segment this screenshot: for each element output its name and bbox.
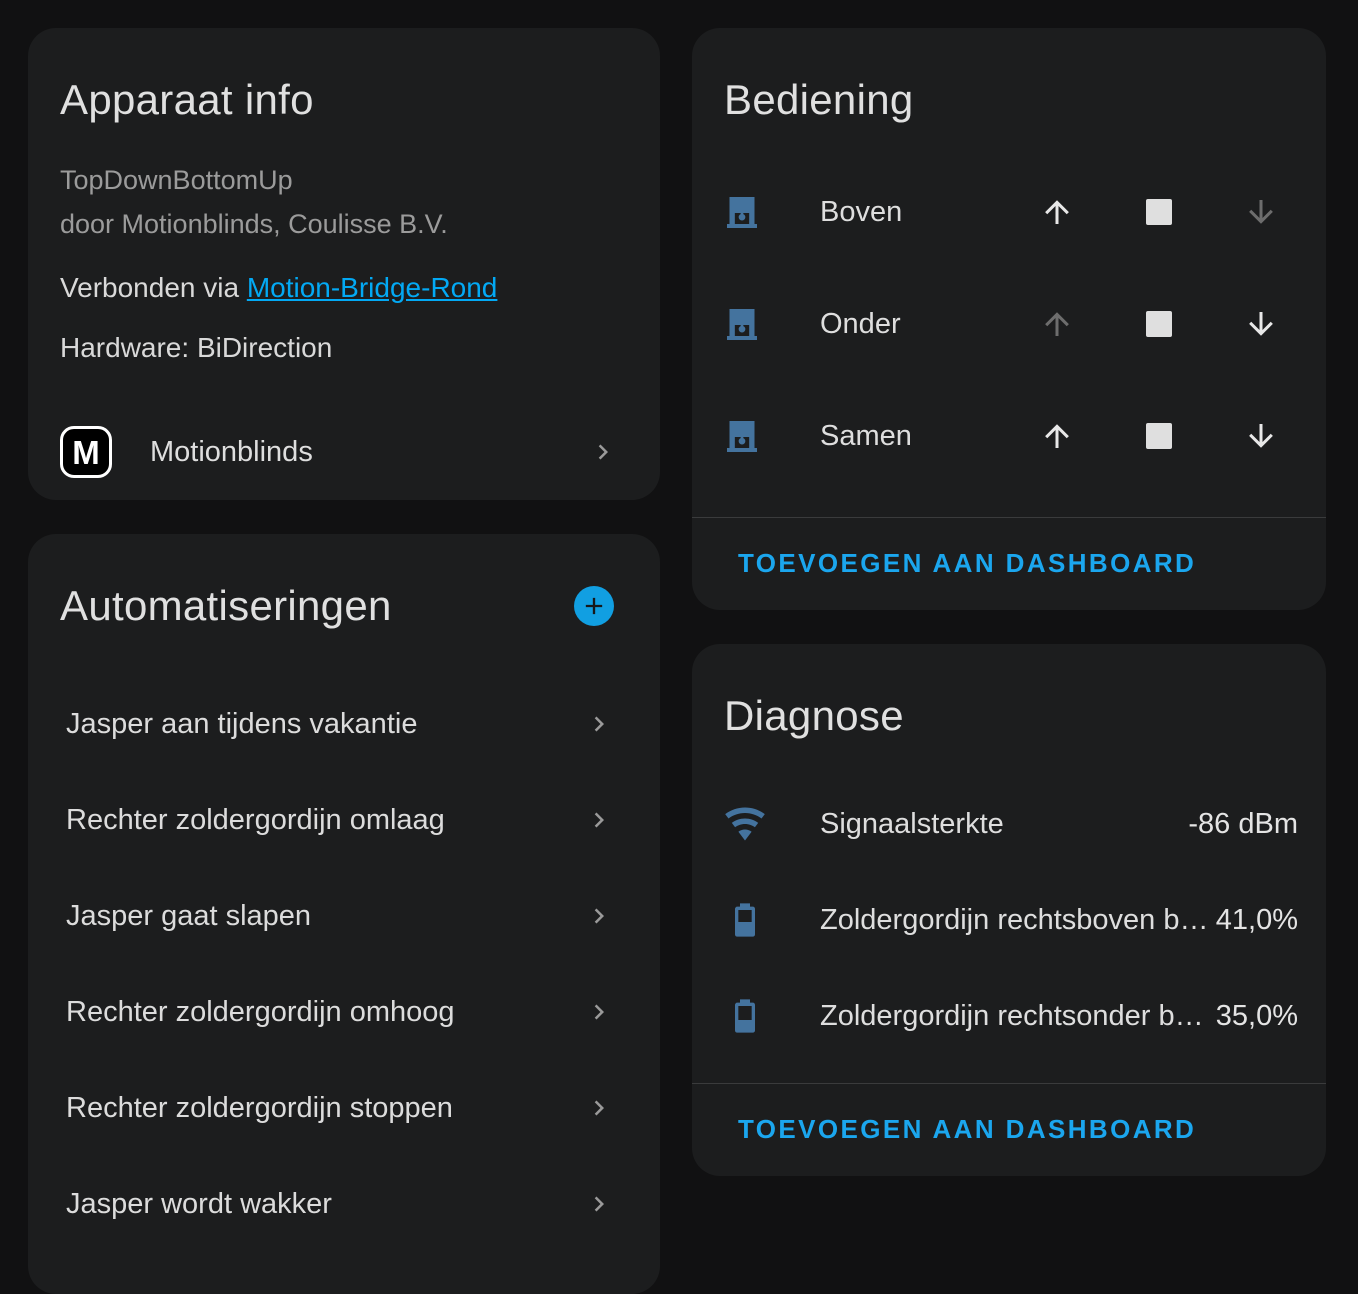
diagnostic-label: Signaalsterkte bbox=[820, 807, 1004, 840]
arrow-up-icon bbox=[1045, 424, 1069, 448]
device-info-card: Apparaat info TopDownBottomUp door Motio… bbox=[28, 28, 660, 500]
add-to-dashboard-button[interactable]: TOEVOEGEN AAN DASHBOARD bbox=[692, 1084, 1326, 1176]
chevron-right-icon bbox=[598, 444, 608, 460]
diagnostics-rows: Signaalsterkte -86 dBm Zoldergordijn rec… bbox=[692, 776, 1326, 1064]
window-shade-icon bbox=[727, 309, 757, 340]
automation-item[interactable]: Rechter zoldergordijn omlaag bbox=[28, 772, 660, 868]
divider bbox=[692, 1083, 1326, 1084]
cover-buttons bbox=[1006, 404, 1312, 468]
connected-via-link[interactable]: Motion-Bridge-Rond bbox=[246, 272, 498, 303]
automation-label: Jasper wordt wakker bbox=[66, 1187, 332, 1220]
stop-icon bbox=[1146, 423, 1172, 449]
chevron-right-icon bbox=[594, 812, 604, 828]
cover-label: Boven bbox=[820, 195, 903, 228]
diagnostic-label: Zoldergordijn rechtsonder b… bbox=[820, 999, 1204, 1032]
controls-title: Bediening bbox=[724, 76, 914, 123]
window-shade-icon bbox=[727, 197, 757, 228]
cover-down-button[interactable] bbox=[1210, 292, 1312, 356]
cover-label: Onder bbox=[820, 307, 901, 340]
cover-row-samen: Samen bbox=[692, 380, 1326, 492]
integration-row[interactable]: M Motionblinds bbox=[60, 426, 618, 478]
controls-card: Bediening Boven Onder bbox=[692, 28, 1326, 610]
automation-item[interactable]: Jasper gaat slapen bbox=[28, 868, 660, 964]
arrow-up-icon bbox=[1045, 200, 1069, 224]
cover-stop-button[interactable] bbox=[1108, 180, 1210, 244]
cover-buttons bbox=[1006, 292, 1312, 356]
device-manufacturer: door Motionblinds, Coulisse B.V. bbox=[60, 209, 448, 239]
left-column: Apparaat info TopDownBottomUp door Motio… bbox=[28, 28, 660, 1294]
cover-buttons bbox=[1006, 180, 1312, 244]
automation-label: Rechter zoldergordijn omhoog bbox=[66, 995, 455, 1028]
cover-up-button[interactable] bbox=[1006, 292, 1108, 356]
connected-via-line: Verbonden via Motion-Bridge-Rond bbox=[60, 270, 628, 306]
wifi-icon bbox=[722, 801, 768, 847]
cover-stop-button[interactable] bbox=[1108, 292, 1210, 356]
chevron-right-icon bbox=[594, 1100, 604, 1116]
window-shade-icon bbox=[727, 421, 757, 452]
automation-label: Rechter zoldergordijn stoppen bbox=[66, 1091, 453, 1124]
cover-up-button[interactable] bbox=[1006, 180, 1108, 244]
plus-icon bbox=[585, 597, 603, 615]
diagnostic-row-signal[interactable]: Signaalsterkte -86 dBm bbox=[692, 776, 1326, 872]
automations-header: Automatiseringen bbox=[28, 534, 660, 632]
stop-icon bbox=[1146, 311, 1172, 337]
diagnostic-label: Zoldergordijn rechtsboven b… bbox=[820, 903, 1209, 936]
automation-label: Jasper aan tijdens vakantie bbox=[66, 707, 418, 740]
connected-via-prefix: Verbonden via bbox=[60, 272, 247, 303]
diagnostics-card: Diagnose Signaalsterkte -86 dBm Zoldergo… bbox=[692, 644, 1326, 1176]
cover-row-boven: Boven bbox=[692, 156, 1326, 268]
chevron-right-icon bbox=[594, 716, 604, 732]
cover-label: Samen bbox=[820, 419, 912, 452]
automation-item[interactable]: Rechter zoldergordijn stoppen bbox=[28, 1060, 660, 1156]
cover-row-onder: Onder bbox=[692, 268, 1326, 380]
chevron-right-icon bbox=[594, 1196, 604, 1212]
arrow-up-icon bbox=[1045, 312, 1069, 336]
divider bbox=[692, 517, 1326, 518]
controls-rows: Boven Onder bbox=[692, 156, 1326, 492]
device-model: TopDownBottomUp bbox=[60, 165, 293, 195]
diagnostic-value: 41,0% bbox=[1215, 903, 1298, 936]
automation-label: Jasper gaat slapen bbox=[66, 899, 312, 932]
diagnostic-row-battery-bottom[interactable]: Zoldergordijn rechtsonder b… 35,0% bbox=[692, 968, 1326, 1064]
motionblinds-logo-letter: M bbox=[72, 433, 100, 471]
diagnostic-value: 35,0% bbox=[1215, 999, 1298, 1032]
automation-item[interactable]: Rechter zoldergordijn omhoog bbox=[28, 964, 660, 1060]
automation-label: Rechter zoldergordijn omlaag bbox=[66, 803, 445, 836]
right-column: Bediening Boven Onder bbox=[692, 28, 1326, 1176]
automation-item[interactable]: Jasper aan tijdens vakantie bbox=[28, 676, 660, 772]
chevron-right-icon bbox=[594, 908, 604, 924]
arrow-down-icon bbox=[1249, 200, 1273, 224]
battery-40-icon bbox=[722, 897, 768, 943]
device-info-title: Apparaat info bbox=[60, 76, 314, 123]
diagnostic-row-battery-top[interactable]: Zoldergordijn rechtsboven b… 41,0% bbox=[692, 872, 1326, 968]
integration-name: Motionblinds bbox=[150, 435, 313, 468]
diagnostic-value: -86 dBm bbox=[1188, 807, 1298, 840]
chevron-right-icon bbox=[594, 1004, 604, 1020]
add-to-dashboard-button[interactable]: TOEVOEGEN AAN DASHBOARD bbox=[692, 518, 1326, 610]
automation-item[interactable]: Jasper wordt wakker bbox=[28, 1156, 660, 1252]
battery-30-icon bbox=[722, 993, 768, 1039]
cover-down-button[interactable] bbox=[1210, 180, 1312, 244]
automations-title: Automatiseringen bbox=[60, 582, 392, 629]
automations-card: Automatiseringen Jasper aan tijdens vaka… bbox=[28, 534, 660, 1294]
cover-stop-button[interactable] bbox=[1108, 404, 1210, 468]
cover-up-button[interactable] bbox=[1006, 404, 1108, 468]
arrow-down-icon bbox=[1249, 312, 1273, 336]
cover-down-button[interactable] bbox=[1210, 404, 1312, 468]
motionblinds-logo-icon: M bbox=[60, 426, 112, 478]
arrow-down-icon bbox=[1249, 424, 1273, 448]
diagnostics-title: Diagnose bbox=[724, 692, 904, 739]
hardware-line: Hardware: BiDirection bbox=[60, 332, 333, 363]
automations-list: Jasper aan tijdens vakantie Rechter zold… bbox=[28, 676, 660, 1252]
add-automation-button[interactable] bbox=[574, 586, 614, 626]
stop-icon bbox=[1146, 199, 1172, 225]
device-meta: TopDownBottomUp door Motionblinds, Couli… bbox=[60, 158, 628, 246]
